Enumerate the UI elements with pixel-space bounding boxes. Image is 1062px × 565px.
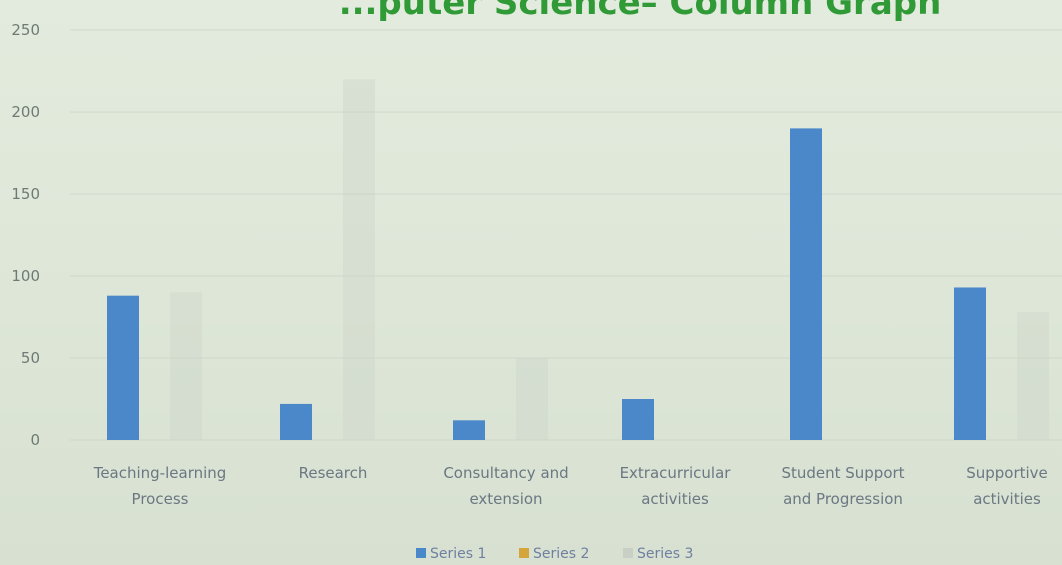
legend-label: Series 1: [430, 546, 486, 562]
x-category-label-line: activities: [973, 490, 1041, 508]
chart-title: ...puter Science– Column Graph: [339, 0, 942, 23]
x-category-label-line: and Progression: [783, 490, 903, 508]
x-category-label: Research: [299, 464, 368, 482]
bar-series-1-1: [280, 403, 312, 440]
x-category-label-line: Supportive: [966, 464, 1048, 482]
bar-series-1-3: [622, 399, 654, 440]
x-category-label-line: Process: [132, 490, 189, 508]
y-tick-label: 0: [30, 431, 40, 449]
bar-series-1-0: [107, 295, 139, 440]
x-category-label: Consultancy and extension: [443, 464, 568, 508]
x-category-label-line: Research: [299, 464, 368, 482]
bar-series-3-2: [516, 358, 548, 440]
legend-label: Series 3: [637, 546, 693, 562]
legend-swatch: [416, 548, 426, 558]
x-category-label-line: Extracurricular: [620, 464, 732, 482]
x-category-label-line: Teaching-learning: [93, 464, 227, 482]
legend-swatch: [519, 548, 529, 558]
legend-label: Series 2: [533, 546, 589, 562]
x-category-label: Teaching-learning Process: [93, 464, 227, 508]
legend-swatch: [623, 548, 633, 558]
x-category-label-line: Student Support: [781, 464, 904, 482]
bar-series-3-5: [1017, 312, 1049, 440]
bar-series-3-1: [343, 79, 375, 440]
y-tick-label: 250: [11, 21, 40, 39]
x-category-label: Student Support and Progression: [781, 464, 904, 508]
bar-series-3-0: [170, 292, 202, 440]
y-tick-label: 150: [11, 185, 40, 203]
bar-series-1-2: [453, 420, 485, 440]
y-tick-label: 200: [11, 103, 40, 121]
bar-series-1-5: [954, 287, 986, 440]
x-category-label: Extracurricular activities: [620, 464, 732, 508]
bar-series-1-4: [790, 128, 822, 440]
x-category-label-line: Consultancy and: [443, 464, 568, 482]
y-tick-label: 50: [21, 349, 40, 367]
y-tick-label: 100: [11, 267, 40, 285]
x-category-label-line: activities: [641, 490, 709, 508]
x-category-label: Supportive activities: [966, 464, 1048, 508]
x-category-label-line: extension: [469, 490, 542, 508]
